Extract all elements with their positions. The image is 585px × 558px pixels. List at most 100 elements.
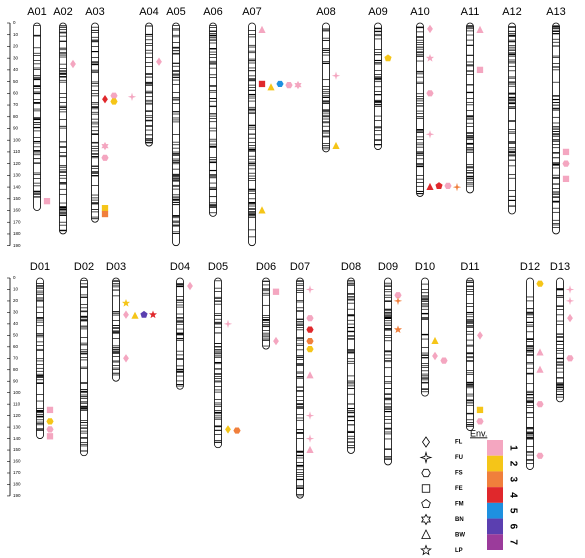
chromosome-label: D07 bbox=[290, 261, 310, 273]
scale-tick-label: 20 bbox=[13, 298, 19, 303]
qtl-symbol bbox=[394, 325, 402, 333]
chromosome-label: D04 bbox=[170, 261, 190, 273]
qtl-symbol bbox=[101, 154, 109, 161]
chromosome-label: D10 bbox=[415, 261, 435, 273]
chromosome-label: A02 bbox=[53, 6, 73, 18]
qtl-symbol bbox=[223, 319, 233, 329]
chromosome-label: D11 bbox=[460, 261, 479, 273]
legend-env-label: 7 bbox=[507, 539, 518, 545]
legend-env-swatch bbox=[487, 502, 503, 519]
chromosome-label: D03 bbox=[106, 261, 126, 273]
scale-tick-label: 90 bbox=[13, 378, 19, 383]
chromosome bbox=[145, 22, 153, 147]
qtl-symbol bbox=[306, 371, 314, 379]
qtl-symbol bbox=[566, 355, 574, 362]
qtl-symbol bbox=[426, 182, 434, 190]
qtl-symbol bbox=[294, 80, 302, 90]
scale-tick-label: 90 bbox=[13, 126, 19, 131]
chromosome bbox=[384, 277, 392, 466]
qtl-symbol bbox=[435, 182, 443, 189]
qtl-symbol bbox=[422, 436, 430, 448]
chromosome bbox=[508, 22, 516, 215]
qtl-symbol bbox=[426, 90, 434, 97]
qtl-square bbox=[476, 66, 484, 74]
scale-tick-label: 100 bbox=[13, 137, 21, 142]
qtl-symbol bbox=[123, 310, 129, 319]
qtl-square bbox=[43, 197, 51, 205]
qtl-square bbox=[476, 406, 484, 414]
qtl-symbol bbox=[110, 98, 118, 105]
legend-env-swatch bbox=[487, 518, 503, 535]
scale-tick-label: 170 bbox=[13, 470, 21, 475]
chromosome-label: A06 bbox=[203, 6, 223, 18]
legend-env-label: 2 bbox=[507, 461, 518, 467]
qtl-symbol bbox=[427, 24, 433, 34]
qtl-symbol bbox=[536, 401, 544, 408]
qtl-symbol bbox=[258, 206, 266, 214]
qtl-symbol bbox=[276, 80, 284, 87]
legend-env-swatch bbox=[487, 440, 503, 456]
qtl-symbol bbox=[187, 281, 193, 291]
chromosome-label: A12 bbox=[502, 6, 522, 18]
scale-tick-label: 10 bbox=[13, 287, 19, 292]
qtl-symbol bbox=[306, 445, 314, 453]
chromosome-label: D02 bbox=[74, 261, 94, 273]
chromosome-label: A07 bbox=[242, 6, 262, 18]
qtl-square bbox=[46, 406, 54, 414]
qtl-symbol bbox=[394, 292, 402, 299]
chromosome-label: A01 bbox=[27, 6, 47, 18]
scale-tick-label: 40 bbox=[13, 67, 19, 72]
chromosome-label: A13 bbox=[546, 6, 566, 18]
qtl-symbol bbox=[225, 425, 231, 434]
qtl-square bbox=[562, 148, 570, 156]
scale-tick-label: 0 bbox=[13, 20, 16, 25]
scale-tick-label: 70 bbox=[13, 102, 19, 107]
qtl-symbol bbox=[306, 326, 314, 333]
chromosome-label: A03 bbox=[85, 6, 105, 18]
qtl-square bbox=[101, 205, 109, 212]
scale-tick-label: 120 bbox=[13, 161, 21, 166]
scale-tick-label: 140 bbox=[13, 436, 21, 441]
qtl-symbol bbox=[565, 285, 575, 294]
qtl-symbol bbox=[306, 346, 314, 353]
scale-tick-label: 160 bbox=[13, 208, 21, 213]
qtl-symbol bbox=[331, 71, 341, 80]
qtl-symbol bbox=[536, 280, 544, 287]
legend-trait-label: FE bbox=[455, 486, 463, 492]
scale-tick-label: 170 bbox=[13, 219, 21, 224]
qtl-symbol bbox=[421, 499, 431, 509]
scale-tick-label: 100 bbox=[13, 390, 21, 395]
scale-tick-label: 20 bbox=[13, 44, 19, 49]
chromosome-label: A10 bbox=[410, 6, 430, 18]
scale-tick-label: 50 bbox=[13, 333, 19, 338]
chromosome bbox=[112, 277, 120, 382]
qtl-symbol bbox=[452, 182, 462, 192]
legend-trait-label: BN bbox=[455, 517, 464, 523]
scale-tick-label: 190 bbox=[13, 243, 21, 248]
legend-trait-label: BW bbox=[455, 533, 465, 539]
chromosome bbox=[322, 22, 330, 153]
qtl-symbol bbox=[127, 92, 137, 101]
qtl-symbol bbox=[305, 434, 315, 443]
qtl-symbol bbox=[332, 141, 340, 149]
scale-tick-label: 140 bbox=[13, 184, 21, 189]
qtl-symbol bbox=[565, 296, 575, 306]
chromosome bbox=[209, 22, 217, 217]
qtl-symbol bbox=[536, 452, 544, 459]
qtl-symbol bbox=[102, 95, 108, 104]
qtl-symbol bbox=[425, 130, 435, 139]
qtl-symbol bbox=[70, 59, 76, 69]
qtl-symbol bbox=[536, 348, 544, 356]
scale-tick-label: 130 bbox=[13, 424, 21, 429]
scale-tick-label: 180 bbox=[13, 482, 21, 487]
qtl-symbol bbox=[421, 468, 431, 478]
scale-tick-label: 60 bbox=[13, 91, 19, 96]
qtl-symbol bbox=[122, 299, 130, 307]
legend-env-swatch bbox=[487, 455, 503, 472]
qtl-symbol bbox=[131, 311, 139, 319]
qtl-symbol bbox=[273, 336, 279, 346]
qtl-symbol bbox=[384, 54, 392, 62]
legend-trait-label: FM bbox=[455, 502, 464, 508]
chromosome bbox=[262, 277, 270, 350]
